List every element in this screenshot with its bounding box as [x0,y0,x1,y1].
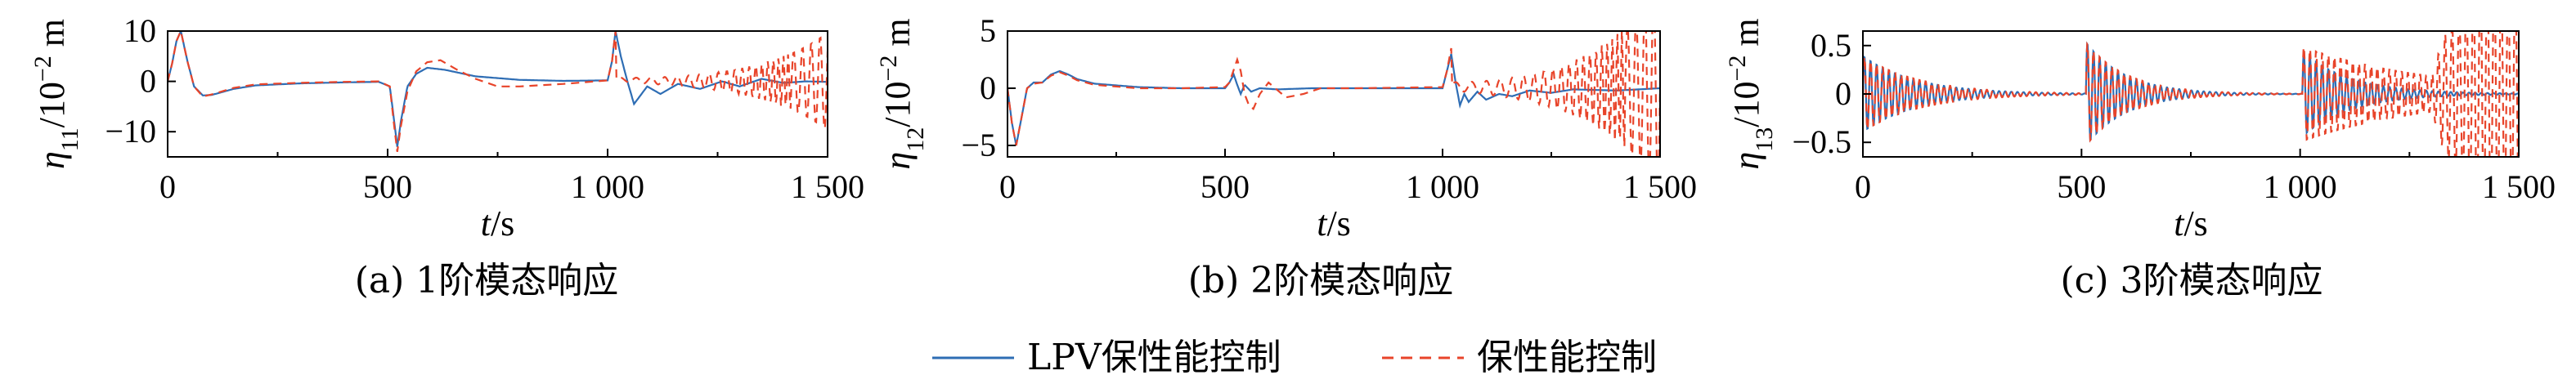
y-tick-label: −0.5 [1792,123,1851,160]
series-line-gc [1863,31,2519,157]
series-line-gc [1008,31,1660,157]
x-tick-label: 1 000 [1406,168,1479,205]
legend-label-gc: 保性能控制 [1477,337,1657,378]
x-tick-label: 500 [1200,168,1250,205]
plot-area [1008,31,1660,157]
plot-area [1863,31,2519,157]
panel-caption: (b) 2阶模态响应 [1188,260,1453,301]
x-tick-label: 0 [159,168,176,205]
x-tick-label: 0 [1855,168,1871,205]
x-tick-label: 1 500 [791,168,864,205]
x-tick-label: 1 500 [2482,168,2556,205]
x-axis-label: t/s [1317,203,1351,243]
y-axis-label: η11/10−2 m [29,19,83,169]
y-tick-label: 10 [123,12,156,49]
x-tick-label: 500 [2057,168,2106,205]
y-tick-label: 0.5 [1811,27,1851,64]
x-axis-label: t/s [481,203,515,243]
y-axis-label: η12/10−2 m [875,18,929,169]
x-tick-label: 500 [363,168,412,205]
y-axis-label: η13/10−2 m [1724,18,1778,169]
y-tick-label: 0 [980,69,996,106]
legend-label-lpv: LPV保性能控制 [1027,337,1281,378]
panel-caption: (a) 1阶模态响应 [355,260,619,301]
panel-caption: (c) 3阶模态响应 [2061,260,2323,301]
x-tick-label: 1 000 [2264,168,2337,205]
series-line-lpv [1008,53,1660,146]
y-tick-label: 0 [140,63,156,100]
y-tick-label: 0 [1835,75,1851,112]
series-line-gc [168,31,828,152]
x-tick-label: 1 500 [1623,168,1697,205]
axes-frame [1007,30,1661,158]
legend: LPV保性能控制 保性能控制 [932,337,1657,378]
y-tick-label: −10 [105,113,156,150]
y-tick-label: −5 [961,127,996,163]
y-tick-label: 5 [980,12,996,49]
x-tick-label: 0 [999,168,1016,205]
x-axis-label: t/s [2174,203,2208,243]
plot-area [168,31,828,152]
x-tick-label: 1 000 [571,168,644,205]
axes-frame [167,30,828,158]
series-line-lpv [168,31,828,147]
